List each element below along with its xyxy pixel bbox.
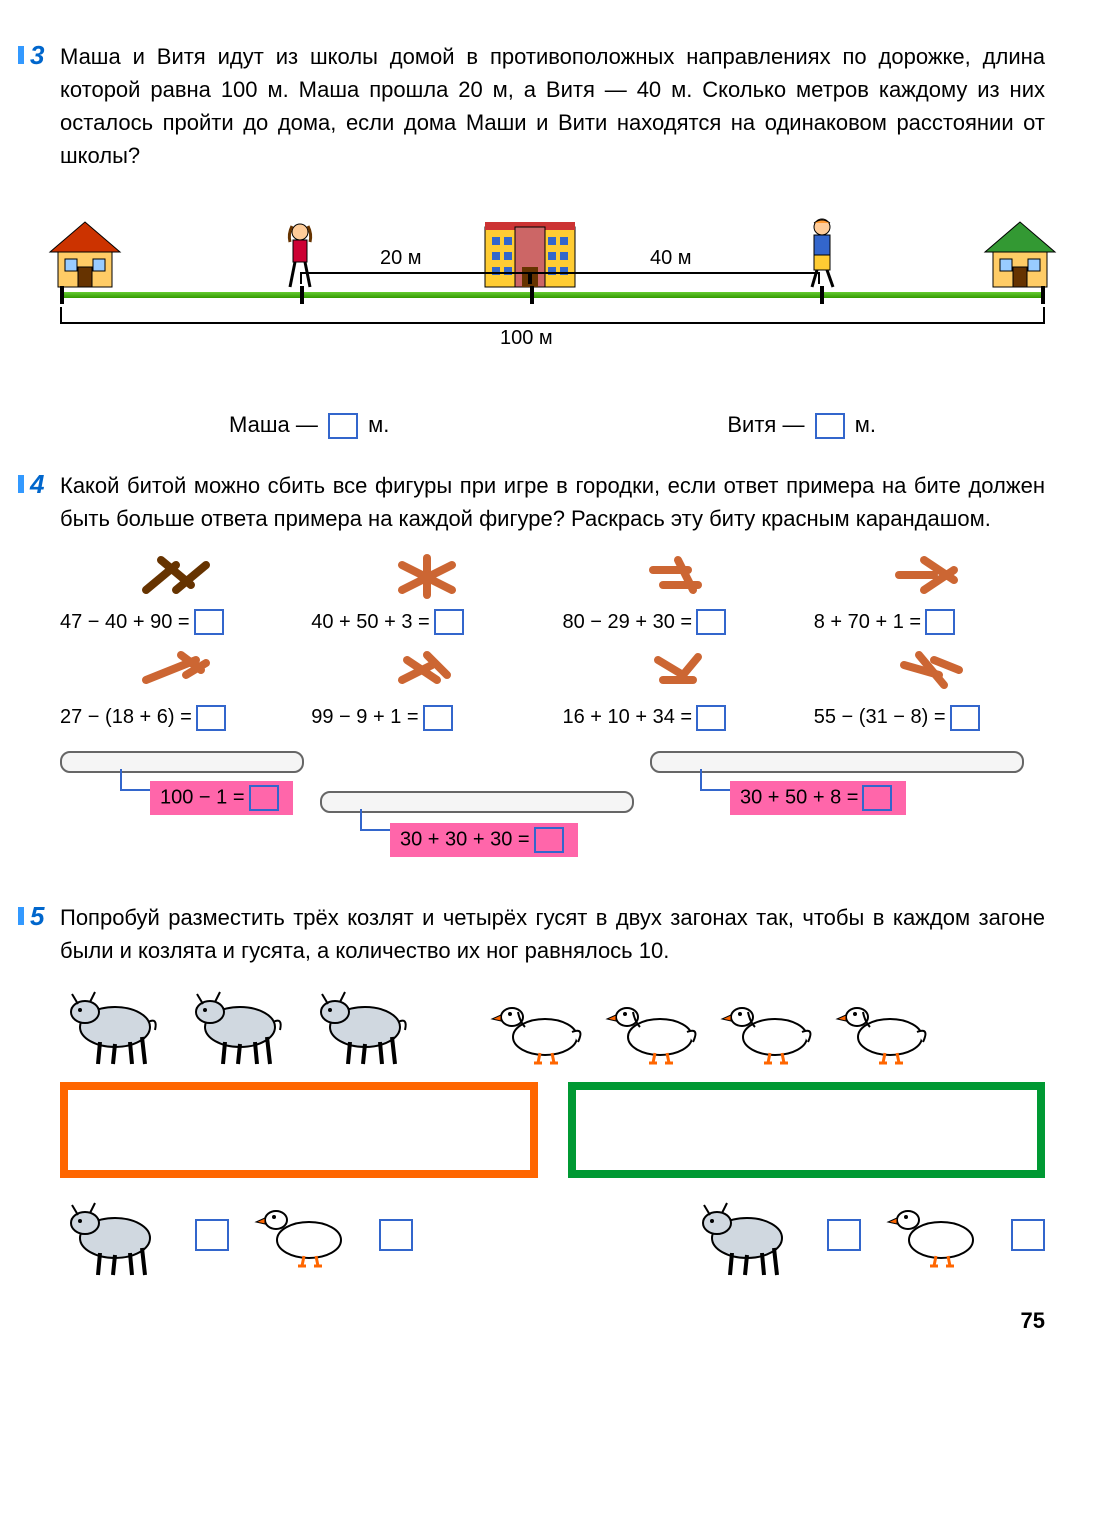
answer-box[interactable] bbox=[827, 1219, 861, 1251]
sticks-icon bbox=[387, 645, 467, 695]
goat-icon bbox=[185, 982, 295, 1067]
bat-1 bbox=[60, 751, 304, 773]
dist-total-label: 100 м bbox=[500, 327, 553, 350]
answer-box[interactable] bbox=[696, 609, 726, 635]
sticks-icon bbox=[387, 550, 467, 600]
masha-answer-box[interactable] bbox=[328, 413, 358, 439]
eq-cell-4: 27 − (18 + 6) = bbox=[60, 645, 291, 730]
pens-row bbox=[60, 1082, 1045, 1178]
problem-3-diagram: 20 м 40 м 100 м bbox=[60, 192, 1045, 392]
goose-icon bbox=[490, 997, 590, 1067]
bats-area: 100 − 1 = 30 + 30 + 30 = 30 + 50 + 8 = bbox=[60, 751, 1045, 871]
bottom-answer-row bbox=[60, 1193, 1045, 1278]
problem-4: 4 Какой битой можно сбить все фигуры при… bbox=[60, 469, 1045, 870]
geese-group bbox=[490, 997, 935, 1067]
number-line bbox=[60, 292, 1045, 298]
eq-cell-0: 47 − 40 + 90 = bbox=[60, 550, 291, 635]
problem-number-3: 3 bbox=[30, 40, 44, 71]
problem-5: 5 Попробуй разместить трёх козлят и четы… bbox=[60, 901, 1045, 1278]
dist-masha-label: 20 м bbox=[380, 247, 422, 270]
vitya-answer: Витя — м. bbox=[727, 412, 876, 439]
house-right-icon bbox=[975, 217, 1065, 292]
bat-3-label: 30 + 50 + 8 = bbox=[730, 781, 906, 815]
sticks-icon bbox=[136, 645, 216, 695]
problem-3-answers: Маша — м. Витя — м. bbox=[60, 412, 1045, 439]
answer-box[interactable] bbox=[925, 609, 955, 635]
answer-box[interactable] bbox=[423, 705, 453, 731]
goat-icon bbox=[60, 982, 170, 1067]
masha-answer: Маша — м. bbox=[229, 412, 389, 439]
bottom-left bbox=[60, 1193, 413, 1278]
page-number: 75 bbox=[60, 1308, 1045, 1334]
answer-box[interactable] bbox=[1011, 1219, 1045, 1251]
problem-4-text: Какой битой можно сбить все фигуры при и… bbox=[60, 469, 1045, 535]
answer-box[interactable] bbox=[434, 609, 464, 635]
pen-orange[interactable] bbox=[60, 1082, 538, 1178]
eq-cell-3: 8 + 70 + 1 = bbox=[814, 550, 1045, 635]
sticks-icon bbox=[136, 550, 216, 600]
goose-icon bbox=[835, 997, 935, 1067]
goat-icon bbox=[310, 982, 420, 1067]
goat-icon bbox=[60, 1193, 170, 1278]
answer-box[interactable] bbox=[696, 705, 726, 731]
goose-icon bbox=[254, 1200, 354, 1270]
house-left-icon bbox=[40, 217, 130, 292]
answer-box[interactable] bbox=[194, 609, 224, 635]
eq-cell-6: 16 + 10 + 34 = bbox=[563, 645, 794, 730]
sticks-icon bbox=[889, 645, 969, 695]
answer-box[interactable] bbox=[379, 1219, 413, 1251]
goose-icon bbox=[720, 997, 820, 1067]
bat-1-label: 100 − 1 = bbox=[150, 781, 293, 815]
bottom-right bbox=[692, 1193, 1045, 1278]
problem-3: 3 Маша и Витя идут из школы домой в прот… bbox=[60, 40, 1045, 439]
eq-cell-7: 55 − (31 − 8) = bbox=[814, 645, 1045, 730]
dist-vitya-label: 40 м bbox=[650, 247, 692, 270]
goats-group bbox=[60, 982, 420, 1067]
answer-box[interactable] bbox=[195, 1219, 229, 1251]
answer-box[interactable] bbox=[534, 827, 564, 853]
problem-number-5: 5 bbox=[30, 901, 44, 932]
goose-icon bbox=[886, 1200, 986, 1270]
sticks-icon bbox=[638, 645, 718, 695]
equations-grid: 47 − 40 + 90 = 40 + 50 + 3 = 80 − 29 + 3… bbox=[60, 550, 1045, 730]
eq-cell-2: 80 − 29 + 30 = bbox=[563, 550, 794, 635]
problem-3-text: Маша и Витя идут из школы домой в против… bbox=[60, 40, 1045, 172]
eq-cell-1: 40 + 50 + 3 = bbox=[311, 550, 542, 635]
problem-5-text: Попробуй разместить трёх козлят и четырё… bbox=[60, 901, 1045, 967]
goat-icon bbox=[692, 1193, 802, 1278]
bat-2-label: 30 + 30 + 30 = bbox=[390, 823, 578, 857]
pen-green[interactable] bbox=[568, 1082, 1046, 1178]
sticks-icon bbox=[889, 550, 969, 600]
goose-icon bbox=[605, 997, 705, 1067]
answer-box[interactable] bbox=[249, 785, 279, 811]
answer-box[interactable] bbox=[196, 705, 226, 731]
animals-top bbox=[60, 982, 1045, 1067]
sticks-icon bbox=[638, 550, 718, 600]
problem-number-4: 4 bbox=[30, 469, 44, 500]
eq-cell-5: 99 − 9 + 1 = bbox=[311, 645, 542, 730]
answer-box[interactable] bbox=[950, 705, 980, 731]
vitya-answer-box[interactable] bbox=[815, 413, 845, 439]
answer-box[interactable] bbox=[862, 785, 892, 811]
